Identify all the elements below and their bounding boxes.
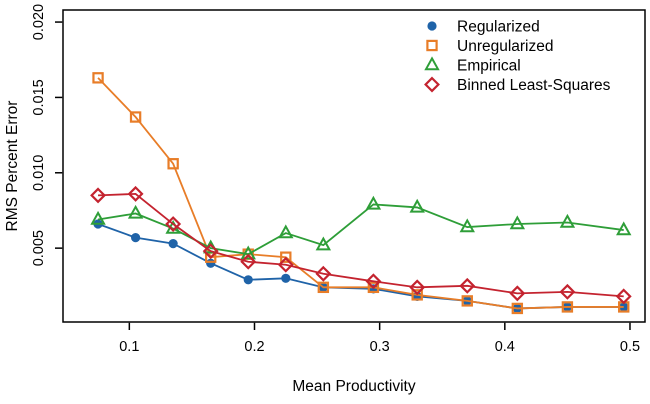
marker-empirical — [240, 245, 256, 260]
marker-unregularized — [129, 111, 142, 123]
legend-label-regularized: Regularized — [457, 18, 540, 35]
marker-unregularized — [367, 281, 380, 294]
series-line-binned-least-squares — [98, 192, 624, 298]
axes-layer: 0.1 0.2 0.3 0.4 0.5 0.005 0.010 0.015 0.020 — [31, 4, 640, 355]
marker-regularized — [281, 273, 291, 283]
marker-unregularized — [92, 72, 104, 84]
series-line-empirical — [97, 203, 624, 256]
marker-empirical — [559, 213, 576, 228]
series-line-regularized — [97, 223, 624, 310]
marker-unregularized — [511, 302, 524, 315]
marker-regularized — [168, 239, 178, 249]
marker-empirical — [315, 236, 332, 251]
marker-empirical — [509, 215, 526, 230]
x-tick-label: 0.2 — [244, 339, 264, 355]
marker-empirical — [616, 221, 632, 236]
x-tick-label: 0.1 — [119, 339, 139, 355]
y-tick-label: 0.005 — [31, 230, 47, 266]
marker-regularized — [243, 275, 253, 285]
legend-label-binned-least-squares: Binned Least-Squares — [457, 77, 611, 94]
marker-binned-least-squares — [315, 265, 332, 282]
marker-binned-least-squares — [90, 187, 107, 204]
legend-label-empirical: Empirical — [457, 57, 521, 74]
legend: Regularized Unregularized Empirical Binned … — [424, 18, 611, 94]
marker-regularized — [206, 258, 216, 268]
marker-unregularized — [461, 295, 473, 307]
legend-item-empirical: Empirical — [424, 56, 521, 74]
marker-empirical — [127, 204, 144, 219]
marker-empirical — [90, 210, 106, 225]
marker-unregularized — [167, 158, 179, 170]
legend-item-unregularized: Unregularized — [426, 38, 554, 55]
y-tick-label: 0.015 — [31, 79, 47, 115]
y-axis-title: RMS Percent Error — [4, 101, 21, 232]
y-tick-label: 0.010 — [31, 155, 47, 191]
marker-empirical — [278, 224, 294, 239]
x-axis-title: Mean Productivity — [292, 378, 415, 395]
marker-binned-least-squares — [165, 216, 182, 232]
marker-binned-least-squares — [409, 279, 426, 296]
marker-binned-least-squares — [459, 277, 476, 294]
marker-binned-least-squares — [365, 273, 382, 290]
marker-unregularized — [411, 289, 423, 301]
marker-binned-least-squares — [559, 283, 576, 300]
marker-unregularized — [561, 301, 574, 313]
marker-empirical — [365, 195, 382, 210]
legend-marker-binned-least-squares — [424, 76, 440, 93]
marker-binned-least-squares — [202, 243, 219, 260]
marker-unregularized — [317, 281, 330, 294]
legend-label-unregularized: Unregularized — [457, 38, 554, 55]
marker-binned-least-squares — [277, 256, 294, 273]
marker-regularized — [619, 302, 629, 312]
legend-marker-unregularized — [426, 39, 438, 52]
legend-item-binned-least-squares: Binned Least-Squares — [424, 76, 611, 94]
marker-binned-least-squares — [615, 288, 632, 305]
marker-unregularized — [280, 251, 292, 263]
plot-border — [62, 9, 646, 323]
marker-binned-least-squares — [509, 285, 526, 302]
x-tick-label: 0.3 — [370, 339, 390, 355]
x-tick-label: 0.5 — [620, 339, 640, 355]
marker-binned-least-squares — [127, 185, 144, 202]
series-layer — [90, 72, 632, 315]
legend-marker-empirical — [424, 56, 440, 71]
marker-empirical — [409, 198, 425, 213]
marker-binned-least-squares — [240, 253, 257, 270]
y-tick-label: 0.020 — [31, 4, 47, 40]
legend-item-regularized: Regularized — [427, 18, 540, 35]
series-line-unregularized — [97, 77, 624, 310]
marker-regularized — [130, 232, 141, 243]
marker-empirical — [459, 218, 475, 233]
x-tick-label: 0.4 — [495, 339, 515, 355]
legend-marker-regularized — [427, 21, 437, 31]
